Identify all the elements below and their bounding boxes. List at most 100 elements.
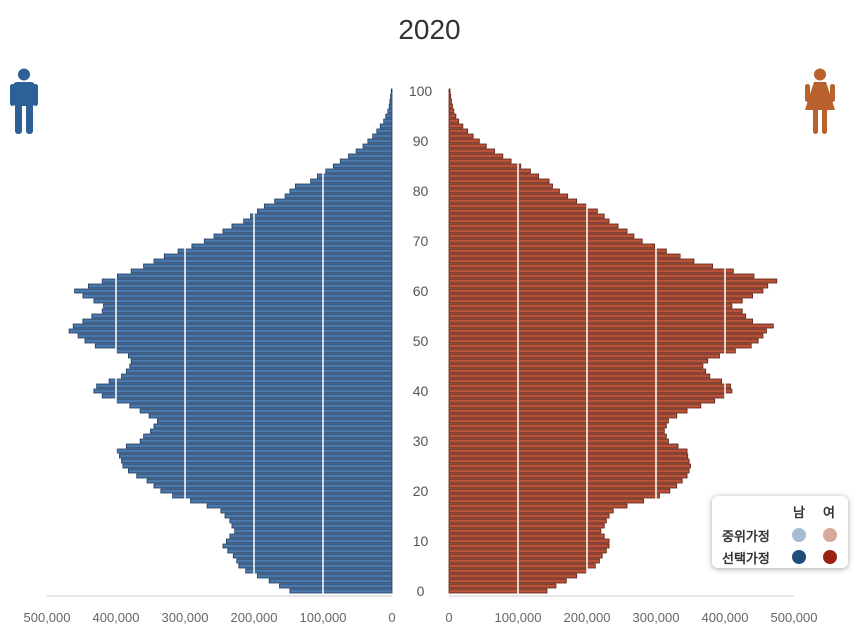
female-bar-age-51[interactable] [448,333,764,339]
female-bar-age-6[interactable] [448,558,600,564]
female-bar-age-63[interactable] [448,273,755,279]
female-bar-age-25[interactable] [448,463,691,469]
female-bar-age-59[interactable] [448,293,754,299]
male-bar-age-15[interactable] [224,513,393,519]
male-bar-age-51[interactable] [77,333,393,339]
male-bar-age-70[interactable] [203,238,393,244]
male-bar-age-19[interactable] [172,493,393,499]
male-bar-age-78[interactable] [274,198,393,204]
male-bar-age-7[interactable] [232,553,393,559]
male-bar-age-1[interactable] [279,583,393,589]
male-bar-age-10[interactable] [225,538,393,544]
female-bar-age-13[interactable] [448,523,605,529]
male-bar-age-92[interactable] [376,128,393,134]
male-bar-age-76[interactable] [257,208,393,214]
female-bar-age-48[interactable] [448,348,736,354]
female-bar-age-15[interactable] [448,513,610,519]
female-bar-age-7[interactable] [448,553,603,559]
female-bar-age-1[interactable] [448,583,557,589]
female-bar-age-0[interactable] [448,588,548,594]
female-bar-age-65[interactable] [448,263,713,269]
female-bar-age-44[interactable] [448,368,707,374]
male-bar-age-44[interactable] [125,368,393,374]
male-bar-age-67[interactable] [163,253,393,259]
female-bar-age-2[interactable] [448,578,567,584]
female-bar-age-52[interactable] [448,328,767,334]
legend-dot-male-selected[interactable] [792,550,806,564]
male-bar-age-58[interactable] [93,298,393,304]
female-bar-age-58[interactable] [448,298,743,304]
male-bar-age-39[interactable] [101,393,393,399]
female-bar-age-82[interactable] [448,178,550,184]
female-bar-age-68[interactable] [448,248,667,254]
female-bar-age-56[interactable] [448,308,743,314]
male-bar-age-65[interactable] [143,263,393,269]
male-bar-age-8[interactable] [227,548,393,554]
male-bar-age-100[interactable] [390,88,393,94]
male-bar-age-74[interactable] [243,218,393,224]
female-bar-age-34[interactable] [448,418,669,424]
male-bar-age-18[interactable] [190,498,393,504]
male-bar-age-52[interactable] [68,328,393,334]
male-bar-age-20[interactable] [160,488,393,494]
female-bar-age-61[interactable] [448,283,769,289]
legend-dot-female-selected[interactable] [823,550,837,564]
female-bar-age-8[interactable] [448,548,607,554]
male-bar-age-62[interactable] [101,278,393,284]
male-bar-age-73[interactable] [231,223,393,229]
male-bar-age-57[interactable] [103,303,393,309]
male-bar-age-37[interactable] [129,403,393,409]
female-bar-age-90[interactable] [448,138,480,144]
male-bar-age-43[interactable] [121,373,393,379]
female-bar-age-26[interactable] [448,458,690,464]
female-bar-age-37[interactable] [448,403,702,409]
male-bar-age-60[interactable] [74,288,393,294]
male-bar-age-86[interactable] [339,158,393,164]
male-bar-age-25[interactable] [122,463,393,469]
female-bar-age-10[interactable] [448,538,610,544]
male-bar-age-3[interactable] [257,573,393,579]
male-bar-age-41[interactable] [96,383,393,389]
female-bar-age-17[interactable] [448,503,628,509]
female-bar-age-88[interactable] [448,148,495,154]
female-bar-age-78[interactable] [448,198,578,204]
male-bar-age-94[interactable] [383,118,393,124]
male-bar-age-9[interactable] [222,543,393,549]
male-bar-age-53[interactable] [72,323,393,329]
female-bar-age-75[interactable] [448,213,605,219]
male-bar-age-31[interactable] [143,433,393,439]
male-bar-age-68[interactable] [177,248,393,254]
female-bar-age-46[interactable] [448,358,709,364]
female-bar-age-95[interactable] [448,113,457,119]
female-bar-age-87[interactable] [448,153,504,159]
male-bar-age-45[interactable] [129,363,393,369]
female-bar-age-30[interactable] [448,438,669,444]
male-bar-age-81[interactable] [294,183,393,189]
female-bar-age-27[interactable] [448,453,689,459]
male-bar-age-5[interactable] [238,563,393,569]
male-bar-age-22[interactable] [146,478,393,484]
female-bar-age-67[interactable] [448,253,681,259]
male-bar-age-35[interactable] [148,413,393,419]
female-bar-age-16[interactable] [448,508,614,514]
female-bar-age-41[interactable] [448,383,731,389]
male-bar-age-99[interactable] [390,93,393,99]
female-bar-age-96[interactable] [448,108,455,114]
female-bar-age-71[interactable] [448,233,635,239]
male-bar-age-49[interactable] [94,343,393,349]
male-bar-age-97[interactable] [388,103,393,109]
female-bar-age-76[interactable] [448,208,598,214]
male-bar-age-26[interactable] [121,458,393,464]
male-bar-age-83[interactable] [317,173,393,179]
male-bar-age-98[interactable] [389,98,393,104]
male-bar-age-71[interactable] [213,233,393,239]
male-bar-age-80[interactable] [289,188,393,194]
female-bar-age-85[interactable] [448,163,522,169]
female-bar-age-42[interactable] [448,378,722,384]
male-bar-age-87[interactable] [348,153,393,159]
male-bar-age-88[interactable] [355,148,393,154]
female-bar-age-47[interactable] [448,353,720,359]
female-bar-age-38[interactable] [448,398,716,404]
female-bar-age-57[interactable] [448,303,733,309]
male-bar-age-34[interactable] [156,418,393,424]
